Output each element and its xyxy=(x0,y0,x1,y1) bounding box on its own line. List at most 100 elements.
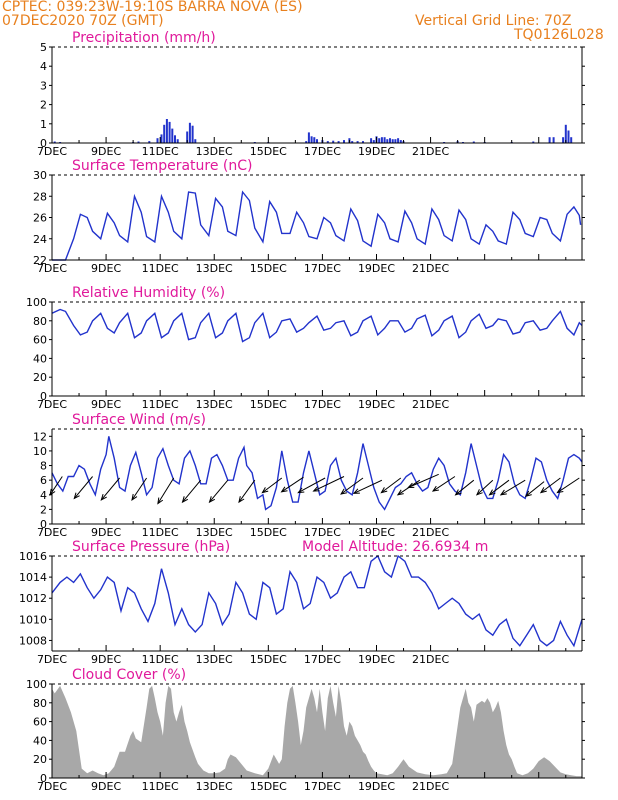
precip-bar xyxy=(394,139,397,143)
y-tick-label: 12 xyxy=(33,430,47,443)
y-tick-label: 0 xyxy=(40,137,47,150)
precip-bar xyxy=(343,140,345,143)
y-tick-label: 20 xyxy=(33,753,47,766)
y-tick-label: 1012 xyxy=(19,592,47,605)
precip-bar xyxy=(194,139,197,143)
precip-bar xyxy=(332,140,335,143)
x-tick-label: 9DEC xyxy=(91,398,121,411)
y-tick-label: 4 xyxy=(40,489,47,502)
wind-vector-head xyxy=(431,485,439,492)
panel-title: Surface Temperature (nC) xyxy=(72,158,253,174)
wind-vector-head xyxy=(556,487,564,494)
wind-vector-head xyxy=(488,489,496,496)
wind-vector-head xyxy=(131,493,138,501)
header-run-date: 07DEC2020 70Z (GMT) xyxy=(2,13,164,29)
wind-vector-head xyxy=(340,488,348,495)
y-tick-label: 1010 xyxy=(19,613,47,626)
x-tick-label: 7DEC xyxy=(37,398,67,411)
wind-vector-head xyxy=(297,487,305,494)
header-location: CPTEC: 039:23W-19:10S BARRA NOVA (ES) xyxy=(2,0,303,15)
x-tick-label: 13DEC xyxy=(196,653,233,666)
wind-vector-head xyxy=(499,489,507,496)
y-tick-label: 100 xyxy=(26,678,47,691)
x-tick-label: 17DEC xyxy=(304,780,341,793)
x-tick-label: 19DEC xyxy=(358,262,395,275)
y-tick-label: 24 xyxy=(33,233,47,246)
panel-title: Surface Wind (m/s) xyxy=(72,412,206,428)
temp-series-line xyxy=(52,190,582,261)
x-tick-label: 9DEC xyxy=(91,653,121,666)
x-tick-label: 11DEC xyxy=(142,780,179,793)
wind-vector-head xyxy=(524,490,532,497)
y-tick-label: 0 xyxy=(40,518,47,531)
precip-bar xyxy=(174,135,176,143)
x-tick-label: 17DEC xyxy=(304,398,341,411)
x-tick-label: 21DEC xyxy=(412,145,449,158)
x-tick-label: 21DEC xyxy=(412,262,449,275)
x-tick-label: 21DEC xyxy=(412,398,449,411)
precip-bar xyxy=(160,134,163,143)
y-tick-label: 40 xyxy=(33,352,47,365)
x-tick-label: 15DEC xyxy=(250,526,287,539)
wind-vector xyxy=(408,473,439,488)
panel-cloud: 0 20 40 60 80 100 7DEC 9DEC 11DEC 13DEC 15DEC 17DEC… xyxy=(26,667,585,793)
x-tick-label: 15DEC xyxy=(250,653,287,666)
x-tick-label: 11DEC xyxy=(142,653,179,666)
y-tick-label: 2 xyxy=(40,99,47,112)
precip-bar xyxy=(570,137,573,143)
panel-precip: 0 1 2 3 4 5 7DEC 9DEC 11DEC 13DEC 15DEC 17DEC 19DEC 2… xyxy=(37,30,585,158)
x-tick-label: 13DEC xyxy=(196,398,233,411)
y-tick-label: 5 xyxy=(40,41,47,54)
panel-rh: 0 20 40 60 80 100 7DEC 9DEC 11DEC 13DEC 15DEC 17DEC… xyxy=(26,285,585,411)
x-tick-label: 11DEC xyxy=(142,145,179,158)
precip-bar xyxy=(564,124,567,143)
wind-vector xyxy=(540,477,561,494)
wind-vector xyxy=(313,476,345,492)
wind-vector-head xyxy=(539,487,547,494)
panel-title: Relative Humidity (%) xyxy=(72,285,225,301)
precip-bar xyxy=(351,141,354,143)
y-tick-label: 80 xyxy=(33,315,47,328)
panel-title: Precipitation (mm/h) xyxy=(72,30,216,46)
x-tick-label: 21DEC xyxy=(412,526,449,539)
wind-vector-head xyxy=(454,489,462,496)
wind-vector xyxy=(476,479,494,496)
y-tick-label: 60 xyxy=(33,716,47,729)
x-tick-label: 11DEC xyxy=(142,262,179,275)
precip-bar xyxy=(397,138,400,143)
y-tick-label: 22 xyxy=(33,254,47,267)
x-tick-label: 21DEC xyxy=(412,780,449,793)
rh-series-line xyxy=(51,308,583,343)
y-tick-label: 1008 xyxy=(19,634,47,647)
precip-bar xyxy=(391,139,394,143)
x-tick-label: 7DEC xyxy=(37,145,67,158)
wind-vector xyxy=(298,477,326,494)
wind-vector-head xyxy=(157,497,164,505)
wind-series-line xyxy=(51,436,583,511)
precip-bar xyxy=(191,125,194,143)
precip-bar xyxy=(163,124,166,143)
precip-bar xyxy=(305,141,308,143)
y-tick-label: 6 xyxy=(40,474,47,487)
precip-bar xyxy=(399,140,402,143)
x-tick-label: 17DEC xyxy=(304,653,341,666)
y-tick-label: 40 xyxy=(33,734,47,747)
wind-vector-head xyxy=(238,496,245,504)
precip-bar xyxy=(562,137,565,143)
x-tick-label: 15DEC xyxy=(250,262,287,275)
precip-bar xyxy=(567,130,570,143)
y-tick-label: 4 xyxy=(40,60,47,73)
y-tick-label: 28 xyxy=(33,190,47,203)
cloud-cover-area xyxy=(52,685,582,778)
y-tick-label: 3 xyxy=(40,79,47,92)
x-tick-label: 9DEC xyxy=(91,780,121,793)
precip-bar xyxy=(362,141,364,143)
wind-vector xyxy=(525,481,545,497)
y-tick-label: 20 xyxy=(33,371,47,384)
y-tick-label: 30 xyxy=(33,169,47,182)
panel-title: Cloud Cover (%) xyxy=(72,667,186,683)
precip-bar xyxy=(310,136,313,143)
x-tick-label: 17DEC xyxy=(304,526,341,539)
x-tick-label: 11DEC xyxy=(142,526,179,539)
y-tick-label: 0 xyxy=(40,390,47,403)
